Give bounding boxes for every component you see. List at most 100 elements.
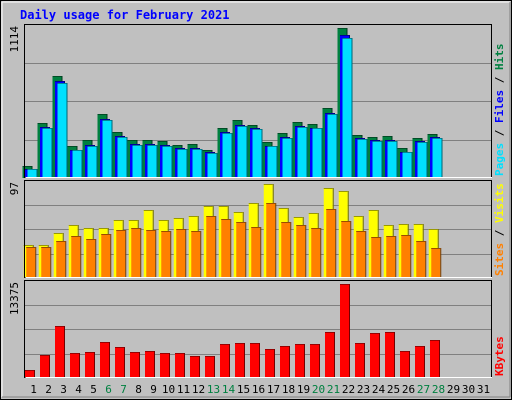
x-tick-label-day-10: 10 xyxy=(162,383,175,396)
bar-sites-day-8 xyxy=(131,228,141,278)
x-tick-label-day-16: 16 xyxy=(252,383,265,396)
bar-sites-day-18 xyxy=(281,222,291,278)
x-tick-label-day-31: 31 xyxy=(477,383,490,396)
bar-pages-day-12 xyxy=(192,149,202,178)
visits-sites-bars xyxy=(23,184,442,278)
bar-pages-day-3 xyxy=(57,83,67,178)
bar-pages-day-28 xyxy=(432,138,442,178)
kbytes-max-label: 13375 xyxy=(8,282,21,315)
bar-kbytes-day-10 xyxy=(160,353,169,378)
bar-pages-day-24 xyxy=(372,141,382,178)
x-tick-label-day-9: 9 xyxy=(150,383,157,396)
bar-kbytes-day-2 xyxy=(40,355,49,378)
bar-kbytes-day-17 xyxy=(265,349,274,378)
bar-sites-day-22 xyxy=(341,221,351,278)
bar-sites-day-26 xyxy=(401,235,411,278)
bar-kbytes-day-20 xyxy=(310,344,319,378)
x-tick-label-day-27: 27 xyxy=(417,383,430,396)
hits-files-pages-axis-label-part-2: Files xyxy=(493,90,506,123)
bar-pages-day-8 xyxy=(132,145,142,178)
visits-sites-axis-label: Sites / Visits xyxy=(493,183,506,276)
bar-kbytes-day-1 xyxy=(25,370,34,378)
x-tick-labels: 1 2 3 4 5 6 7 8 9 10 11 12 13 14 15 16 17 18 19 20 21 22 23 24 2… xyxy=(30,383,490,396)
hits-files-pages-axis-label-part-0: Pages xyxy=(493,143,506,176)
bar-kbytes-day-23 xyxy=(355,343,364,378)
bar-sites-day-16 xyxy=(251,227,261,278)
bar-sites-day-27 xyxy=(416,241,426,278)
bar-kbytes-day-22 xyxy=(340,284,349,378)
bar-kbytes-day-25 xyxy=(385,332,394,378)
x-tick-label-day-17: 17 xyxy=(267,383,280,396)
bar-pages-day-25 xyxy=(387,141,397,178)
bar-kbytes-day-8 xyxy=(130,352,139,378)
bar-pages-day-7 xyxy=(117,137,127,178)
x-tick-label-day-5: 5 xyxy=(90,383,97,396)
visits-sites-axis-label-part-1: / xyxy=(493,223,506,243)
kbytes-axis-label-part-0: KBytes xyxy=(493,336,506,376)
x-tick-label-day-25: 25 xyxy=(387,383,400,396)
panel-kbytes: 13375 KBytes xyxy=(8,280,506,378)
bar-pages-day-5 xyxy=(87,146,97,178)
bar-kbytes-day-28 xyxy=(430,340,439,378)
x-tick-label-day-21: 21 xyxy=(327,383,340,396)
hits-files-pages-axis-label-part-4: Hits xyxy=(493,44,506,71)
bar-kbytes-day-24 xyxy=(370,333,379,378)
bar-pages-day-27 xyxy=(417,142,427,178)
kbytes-axis-label: KBytes xyxy=(493,336,506,376)
bar-kbytes-day-4 xyxy=(70,353,79,378)
bar-kbytes-day-13 xyxy=(205,356,214,378)
x-tick-label-day-13: 13 xyxy=(207,383,220,396)
hits-files-pages-max-label: 1114 xyxy=(8,26,21,53)
bar-pages-day-20 xyxy=(312,128,322,178)
bar-kbytes-day-16 xyxy=(250,343,259,378)
x-tick-label-day-15: 15 xyxy=(237,383,250,396)
x-tick-label-day-19: 19 xyxy=(297,383,310,396)
bar-pages-day-9 xyxy=(147,145,157,178)
bar-pages-day-13 xyxy=(207,153,217,178)
x-tick-label-day-12: 12 xyxy=(192,383,205,396)
x-tick-label-day-30: 30 xyxy=(462,383,475,396)
bar-sites-day-15 xyxy=(236,222,246,278)
bar-kbytes-day-14 xyxy=(220,344,229,378)
bar-pages-day-14 xyxy=(222,133,232,178)
x-tick-label-day-7: 7 xyxy=(120,383,127,396)
bar-pages-day-10 xyxy=(162,146,172,178)
chart-panels: 1114 Pages / Files / Hits 97 Sites / Visits… xyxy=(8,24,506,378)
visits-sites-axis-label-part-2: Visits xyxy=(493,183,506,223)
bar-kbytes-day-11 xyxy=(175,353,184,378)
bar-kbytes-day-7 xyxy=(115,347,124,378)
x-tick-label-day-2: 2 xyxy=(45,383,52,396)
bar-pages-day-21 xyxy=(327,114,337,178)
bar-sites-day-14 xyxy=(221,219,231,278)
bar-sites-day-24 xyxy=(371,237,381,278)
bar-kbytes-day-27 xyxy=(415,346,424,378)
visits-sites-max-label: 97 xyxy=(8,182,21,195)
panel-hits-files-pages: 1114 Pages / Files / Hits xyxy=(8,24,506,178)
bar-sites-day-23 xyxy=(356,231,366,278)
hits-files-pages-bars xyxy=(22,28,443,178)
x-tick-label-day-23: 23 xyxy=(357,383,370,396)
x-tick-label-day-26: 26 xyxy=(402,383,415,396)
bar-kbytes-day-3 xyxy=(55,326,64,378)
bar-pages-day-17 xyxy=(267,146,277,178)
bar-pages-day-26 xyxy=(402,152,412,178)
bar-sites-day-7 xyxy=(116,230,126,278)
bar-pages-day-22 xyxy=(342,38,352,178)
bar-sites-day-4 xyxy=(71,236,81,278)
x-tick-label-day-22: 22 xyxy=(342,383,355,396)
bar-sites-day-1 xyxy=(26,247,36,278)
bar-sites-day-21 xyxy=(326,209,336,278)
visits-sites-axis-label-part-0: Sites xyxy=(493,243,506,276)
x-tick-label-day-11: 11 xyxy=(177,383,190,396)
x-tick-label-day-20: 20 xyxy=(312,383,325,396)
bar-sites-day-5 xyxy=(86,239,96,278)
x-tick-label-day-3: 3 xyxy=(60,383,67,396)
bar-sites-day-2 xyxy=(41,247,51,278)
x-tick-label-day-18: 18 xyxy=(282,383,295,396)
bar-sites-day-19 xyxy=(296,225,306,278)
bar-sites-day-10 xyxy=(161,231,171,278)
bar-pages-day-11 xyxy=(177,149,187,178)
bar-kbytes-day-9 xyxy=(145,351,154,378)
kbytes-bars xyxy=(25,284,440,378)
bar-sites-day-12 xyxy=(191,231,201,278)
